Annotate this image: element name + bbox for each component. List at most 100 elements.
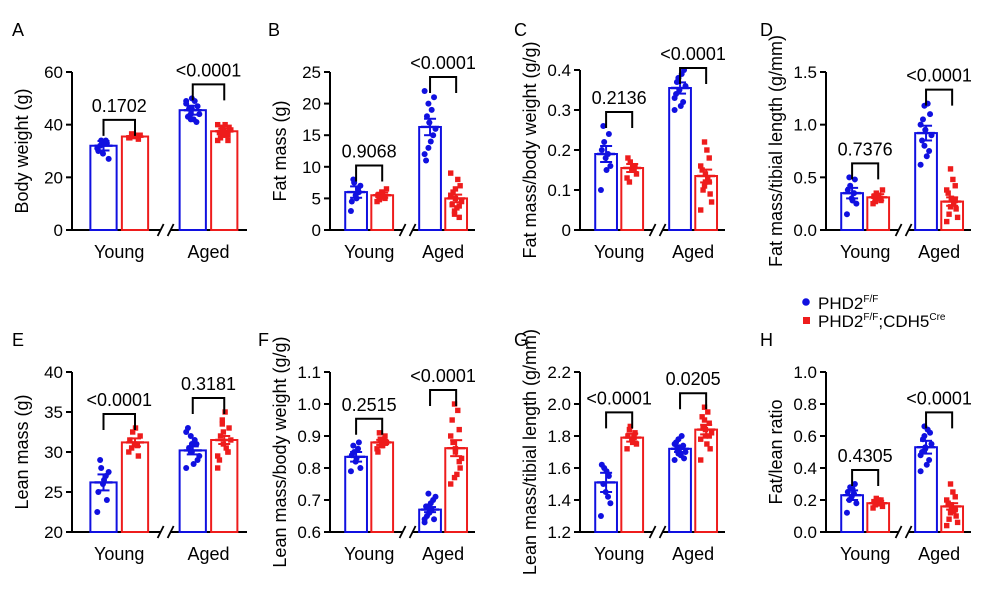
data-point-control bbox=[428, 106, 435, 113]
y-tick-label: 40 bbox=[44, 363, 63, 382]
data-point-treated bbox=[219, 421, 225, 427]
data-point-control bbox=[921, 433, 928, 439]
axis-break-mark bbox=[658, 223, 667, 237]
y-axis-label: Body weight (g) bbox=[12, 88, 32, 213]
data-point-treated bbox=[377, 436, 383, 442]
legend-control-sup: F/F bbox=[863, 294, 878, 305]
p-value-label: 0.0205 bbox=[666, 369, 721, 389]
data-point-treated bbox=[633, 441, 640, 447]
significance-bracket bbox=[429, 389, 458, 406]
data-point-treated bbox=[948, 505, 955, 511]
y-tick-label: 0.3 bbox=[547, 101, 571, 120]
data-point-control bbox=[426, 509, 433, 516]
bar bbox=[178, 109, 207, 231]
data-point-control bbox=[350, 176, 357, 183]
panels-layer: A 0 20 40 60 Body weight (g) Young Aged 0.1702 <0… bbox=[12, 20, 972, 575]
data-point-treated bbox=[631, 167, 637, 173]
y-tick-label: 0.9 bbox=[297, 427, 321, 446]
data-point-control bbox=[671, 107, 678, 113]
y-axis-label: Fat mass/body weight (g/g) bbox=[520, 41, 540, 258]
data-point-treated bbox=[131, 441, 138, 447]
data-point-control bbox=[425, 144, 432, 151]
data-point-treated bbox=[452, 195, 459, 202]
data-point-treated bbox=[458, 455, 465, 462]
data-point-control bbox=[677, 103, 684, 109]
data-point-treated bbox=[457, 465, 463, 471]
panel-c: C 0 0.1 0.2 0.3 0.4 Fat mass/body weight (g/g)… bbox=[514, 20, 726, 262]
y-tick-label: 0.0 bbox=[793, 221, 817, 240]
data-point-treated bbox=[954, 214, 961, 221]
data-point-treated bbox=[705, 175, 711, 181]
data-point-control bbox=[603, 468, 610, 475]
data-point-control bbox=[95, 489, 102, 495]
data-point-control bbox=[187, 449, 194, 455]
data-point-control bbox=[682, 449, 689, 455]
data-point-control bbox=[597, 513, 604, 519]
data-point-treated bbox=[451, 211, 458, 217]
data-point-treated bbox=[877, 195, 883, 202]
data-point-control bbox=[928, 441, 935, 447]
panel-d: D 0.0 0.5 1.0 1.5 Fat mass/tibial length (g/m… bbox=[760, 20, 972, 267]
data-point-treated bbox=[448, 192, 454, 198]
significance-bracket bbox=[355, 164, 384, 182]
data-point-treated bbox=[708, 430, 715, 436]
significance-bracket bbox=[355, 417, 384, 435]
panel-f: F 0.6 0.7 0.8 0.9 1.0 1.1 Lean mass/body weight… bbox=[258, 330, 476, 568]
data-point-control bbox=[183, 465, 190, 471]
x-group-label: Aged bbox=[672, 242, 714, 262]
x-group-label: Aged bbox=[187, 242, 229, 262]
data-point-control bbox=[682, 83, 689, 89]
data-point-treated bbox=[704, 147, 710, 153]
axis-break-mark bbox=[156, 223, 165, 237]
data-point-control bbox=[846, 174, 853, 181]
bar bbox=[120, 135, 150, 231]
axis-break-mark bbox=[398, 525, 407, 539]
data-point-treated bbox=[875, 497, 882, 503]
data-point-treated bbox=[135, 453, 142, 459]
data-point-treated bbox=[871, 498, 877, 505]
data-point-control bbox=[355, 185, 362, 192]
data-point-control bbox=[196, 453, 203, 459]
data-point-control bbox=[353, 195, 360, 202]
data-point-treated bbox=[699, 414, 705, 420]
significance-bracket bbox=[679, 67, 708, 84]
data-point-control bbox=[187, 433, 194, 439]
data-point-treated bbox=[872, 198, 879, 205]
significance-bracket bbox=[191, 397, 226, 414]
data-point-control bbox=[676, 444, 683, 451]
data-point-control bbox=[671, 441, 678, 447]
data-point-control bbox=[849, 485, 856, 492]
data-point-control bbox=[347, 468, 354, 475]
x-group-label: Young bbox=[344, 242, 394, 262]
data-point-treated bbox=[450, 439, 456, 446]
y-tick-label: 2.0 bbox=[547, 395, 571, 414]
data-point-treated bbox=[126, 449, 132, 455]
y-tick-label: 10 bbox=[302, 158, 321, 177]
data-point-treated bbox=[872, 502, 879, 508]
y-axis-label: Fat mass (g) bbox=[270, 100, 290, 201]
data-point-treated bbox=[381, 436, 387, 442]
bar bbox=[210, 130, 239, 231]
data-point-treated bbox=[624, 446, 630, 452]
data-point-treated bbox=[705, 409, 711, 415]
data-point-control bbox=[183, 429, 190, 435]
data-point-treated bbox=[698, 436, 704, 442]
y-tick-label: 0 bbox=[562, 221, 571, 240]
data-point-treated bbox=[457, 183, 463, 189]
data-point-treated bbox=[382, 433, 388, 439]
data-point-treated bbox=[375, 449, 381, 455]
axis-break-mark bbox=[904, 525, 913, 539]
data-point-treated bbox=[225, 449, 231, 455]
y-tick-label: 0.4 bbox=[793, 459, 817, 478]
data-point-control bbox=[922, 444, 929, 451]
data-point-treated bbox=[627, 159, 633, 165]
significance-bracket bbox=[102, 413, 136, 430]
y-tick-label: 0.8 bbox=[297, 459, 321, 478]
y-tick-label: 0.4 bbox=[547, 61, 571, 80]
data-point-control bbox=[426, 119, 433, 126]
data-point-treated bbox=[228, 127, 234, 133]
data-point-control bbox=[846, 497, 853, 503]
data-point-treated bbox=[448, 170, 454, 176]
data-point-treated bbox=[449, 202, 455, 208]
significance-bracket bbox=[605, 111, 634, 128]
